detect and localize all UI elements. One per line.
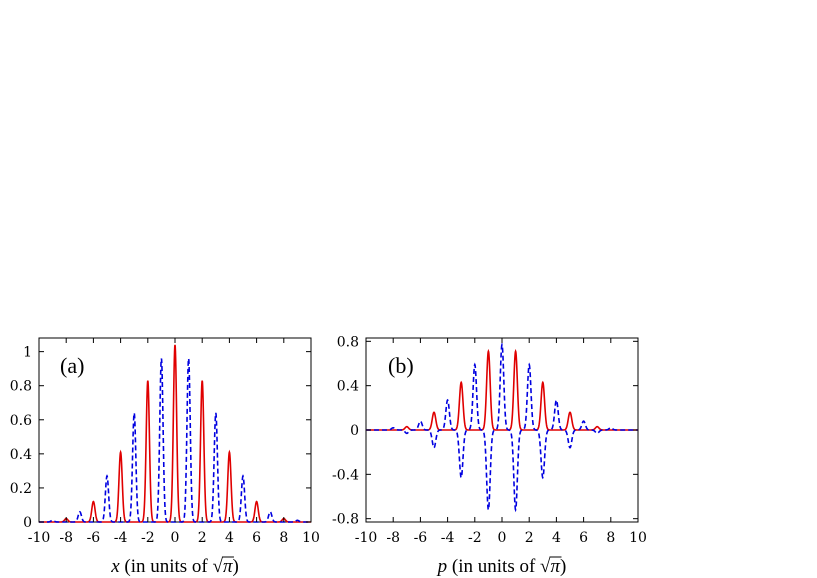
panel-b-xtick-label: -6 [414, 530, 428, 546]
panel-a-ytick-label: 0.8 [10, 379, 32, 395]
panel-a-xtick-label: -6 [87, 530, 101, 546]
panel-b-xlabel: p (in units of √π) [436, 556, 567, 577]
panel-a-xtick-label: 2 [198, 530, 207, 546]
panel-b-xtick-label: 6 [579, 530, 588, 546]
panel-b-xlabel-text: (in units of [447, 556, 540, 577]
panel-b-series [366, 342, 638, 513]
panel-a-xtick-label: -8 [59, 530, 73, 546]
panel-b-xtick-label: 4 [552, 530, 561, 546]
panel-b-ytick-label: 0.4 [337, 379, 359, 395]
panel-b-xtick-label: -8 [386, 530, 400, 546]
panel-b-xtick-label: 10 [629, 530, 647, 546]
panel-b-xtick-label: 0 [498, 530, 507, 546]
panel-a-xtick-label: 6 [252, 530, 261, 546]
panel-a: -10 -8 -6 -4 -2 0 2 4 6 8 10 0 0.2 0.4 0.6 0.8 1 (a) x (… [10, 337, 320, 577]
panel-b-xtick-label: -10 [355, 530, 378, 546]
panel-b-xtick-label: 2 [525, 530, 534, 546]
panel-b-series-blue-dashed [366, 342, 638, 513]
panel-a-xtick-label: -2 [141, 530, 155, 546]
panel-a-xtick-label: 8 [279, 530, 288, 546]
panel-b-ytick-label: 0 [350, 423, 359, 439]
panel-b-ytick-label: 0.8 [337, 334, 359, 350]
panel-b-ticks: -10 -8 -6 -4 -2 0 2 4 6 8 10 -0.8 -0.4 0 0.4 0.8 [332, 334, 647, 546]
panel-a-ytick-label: 0 [23, 515, 32, 531]
panel-b-ytick-label: -0.8 [332, 512, 359, 528]
panel-b: -10 -8 -6 -4 -2 0 2 4 6 8 10 -0.8 -0.4 0 0.4 0.8 (b) p … [332, 334, 647, 577]
panel-a-xlabel-sqrt: √ [213, 556, 224, 577]
panel-a-xtick-label: -10 [28, 530, 51, 546]
panel-a-ytick-label: 0.2 [10, 481, 32, 497]
panel-b-label: (b) [388, 353, 414, 378]
panel-a-xlabel: x (in units of √π) [110, 556, 239, 577]
panel-b-xtick-label: -4 [441, 530, 455, 546]
panel-a-xlabel-var: x [110, 556, 120, 577]
panel-a-label: (a) [60, 353, 84, 378]
panel-a-xtick-label: 4 [225, 530, 234, 546]
panel-a-xtick-label: 10 [302, 530, 320, 546]
panel-b-xtick-label: 8 [606, 530, 615, 546]
panel-a-xlabel-close: ) [232, 556, 238, 577]
panel-b-xlabel-close: ) [560, 556, 566, 577]
panel-a-ytick-label: 1 [23, 345, 32, 361]
panel-a-ytick-label: 0.6 [10, 413, 32, 429]
panel-a-xtick-label: 0 [171, 530, 180, 546]
panel-b-ytick-label: -0.4 [332, 467, 359, 483]
panel-b-xlabel-var: p [436, 556, 448, 577]
panel-a-xlabel-text: (in units of [120, 556, 213, 577]
panel-a-ytick-label: 0.4 [10, 447, 32, 463]
panel-b-xtick-label: -2 [468, 530, 482, 546]
panel-b-xlabel-pi: π [550, 556, 560, 577]
panel-a-ticks: -10 -8 -6 -4 -2 0 2 4 6 8 10 0 0.2 0.4 0.6 0.8 1 [10, 338, 320, 546]
panel-a-xlabel-pi: π [223, 556, 233, 577]
panel-a-xtick-label: -4 [114, 530, 128, 546]
panel-b-xlabel-sqrt: √ [540, 556, 551, 577]
